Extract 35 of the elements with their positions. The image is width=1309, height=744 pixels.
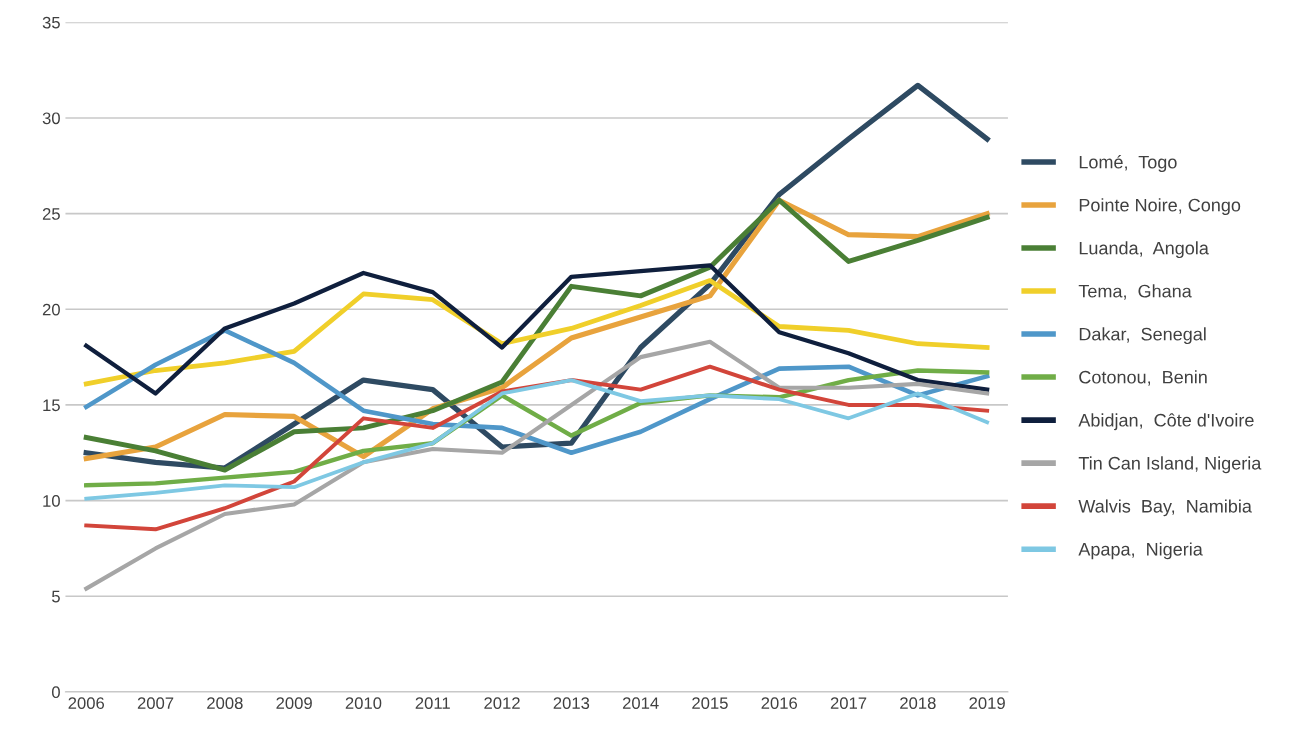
x-tick-label: 2016 [761,697,798,710]
y-tick-label: 15 [43,399,60,412]
x-tick-label: 2011 [415,697,450,710]
y-tick-label: 30 [42,112,60,125]
legend-label: Dakar, Senegal [1079,327,1206,345]
legend-label: Walvis Bay, Namibia [1078,499,1252,517]
y-tick-label: 35 [42,16,60,29]
legend-label: Abidjan, Côte d'Ivoire [1078,413,1254,431]
x-tick-label: 2018 [900,697,936,710]
x-tick-label: 2014 [622,697,659,710]
x-tick-label: 2008 [207,697,243,710]
legend-label: Tin Can Island, Nigeria [1078,456,1262,474]
y-tick-label: 10 [43,495,60,507]
x-tick-label: 2006 [68,697,105,710]
x-tick-label: 2010 [345,697,382,710]
line-series [84,263,990,396]
y-tick-label: 25 [42,208,60,220]
x-tick-label: 2015 [692,697,728,710]
x-tick-label: 2013 [553,697,590,710]
line-series [84,378,990,501]
x-tick-label: 2007 [137,697,174,710]
y-tick-label: 20 [42,303,60,316]
legend-label: Luanda, Angola [1079,241,1209,259]
x-tick-label: 2019 [969,697,1005,710]
x-tick-label: 2009 [276,697,312,710]
y-tick-label: 5 [51,590,60,603]
x-tick-label: 2012 [484,697,520,710]
line-series [84,339,990,591]
legend-label: Apapa, Nigeria [1078,542,1203,560]
legend-label: Cotonou, Benin [1079,370,1207,386]
x-tick-label: 2017 [830,697,867,710]
legend-label: Lomé, Togo [1079,155,1177,173]
y-tick-label: 0 [51,686,60,699]
legend-label: Pointe Noire, Congo [1079,198,1241,216]
legend-label: Tema, Ghana [1078,284,1192,300]
